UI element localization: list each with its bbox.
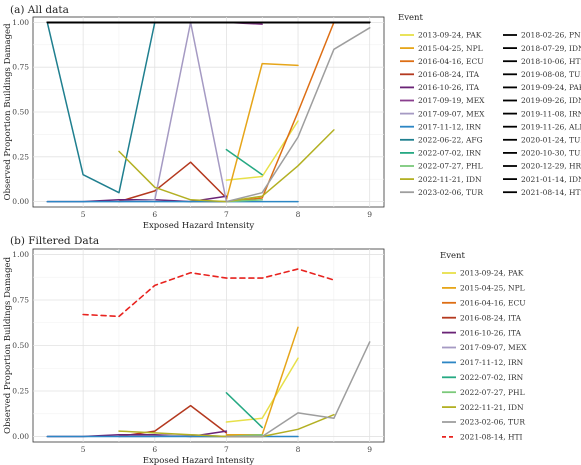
legend-label: 2019-09-24, PAK <box>521 83 581 92</box>
legend-title: Event <box>398 13 424 23</box>
legend-label: 2022-07-27, PHL <box>460 388 525 397</box>
chart-title: (b) Filtered Data <box>10 235 99 247</box>
legend-label: 2022-07-02, IRN <box>460 373 524 382</box>
legend-label: 2017-09-07, MEX <box>418 109 485 118</box>
legend-label: 2017-11-12, IRN <box>460 358 524 367</box>
x-tick-label: 9 <box>367 445 372 454</box>
legend-label: 2022-07-27, PHL <box>418 162 483 171</box>
legend-label: 2019-09-26, IDN <box>521 96 581 105</box>
y-tick-label: 0.50 <box>12 108 29 117</box>
legend-label: 2013-09-24, PAK <box>418 31 482 40</box>
legend-label: 2019-08-08, TUR <box>521 70 581 79</box>
legend-label: 2021-08-14, HTI <box>521 188 581 197</box>
series-line <box>225 357 299 423</box>
legend-label: 2022-06-22, AFG <box>418 136 483 145</box>
series-line <box>225 341 371 438</box>
legend-label: 2021-08-14, HTI <box>460 433 523 442</box>
y-tick-label: 0.50 <box>12 341 29 350</box>
y-tick-label: 1.00 <box>12 18 29 27</box>
legend-label: 2016-08-24, ITA <box>418 70 480 79</box>
series-line <box>82 268 335 318</box>
series-line <box>118 21 228 203</box>
x-tick-label: 8 <box>296 210 301 219</box>
legend-label: 2016-10-26, ITA <box>460 328 522 337</box>
legend-label: 2015-04-25, NPL <box>460 284 525 293</box>
legend-label: 2016-08-24, ITA <box>460 313 522 322</box>
legend-label: 2013-09-24, PAK <box>460 269 524 278</box>
x-tick-label: 6 <box>152 210 157 219</box>
chart-title: (a) All data <box>10 4 69 16</box>
x-tick-label: 8 <box>296 445 301 454</box>
legend-label: 2022-11-21, IDN <box>460 403 524 412</box>
y-tick-label: 0.25 <box>12 387 29 396</box>
series-line <box>225 392 263 429</box>
y-tick-label: 0.75 <box>12 295 29 304</box>
legend-label: 2016-04-16, ECU <box>418 57 484 66</box>
y-tick-label: 0.25 <box>12 152 29 161</box>
legend-label: 2021-01-14, IDN <box>521 175 581 184</box>
x-tick-label: 7 <box>224 445 229 454</box>
y-tick-label: 0.00 <box>12 197 29 206</box>
series-line <box>225 148 263 176</box>
legend-label: 2017-09-19, MEX <box>418 96 485 105</box>
x-tick-label: 7 <box>224 210 229 219</box>
series-line <box>225 62 299 201</box>
legend-label: 2017-11-12, IRN <box>418 122 482 131</box>
legend-label: 2023-02-06, TUR <box>460 418 525 427</box>
legend-label: 2020-12-29, HRV <box>521 162 581 171</box>
legend-label: 2020-10-30, TUR <box>521 149 581 158</box>
legend-label: 2022-07-02, IRN <box>418 149 482 158</box>
series-line <box>118 161 228 203</box>
series-line <box>118 404 228 438</box>
legend-label: 2016-10-26, ITA <box>418 83 480 92</box>
x-axis-label: Exposed Hazard Intensity <box>143 456 255 465</box>
x-axis-label: Exposed Hazard Intensity <box>143 221 255 231</box>
x-tick-label: 5 <box>81 210 86 219</box>
legend-label: 2018-10-06, HTI <box>521 57 581 66</box>
legend-label: 2023-02-06, TUR <box>418 188 483 197</box>
legend-label: 2016-04-16, ECU <box>460 299 526 308</box>
y-tick-label: 0.75 <box>12 63 29 72</box>
legend-label: 2018-07-29, IDN <box>521 44 581 53</box>
legend-label: 2017-09-07, MEX <box>460 343 527 352</box>
series-line <box>225 27 371 203</box>
legend-title: Event <box>440 251 466 261</box>
legend-label: 2020-01-24, TUR <box>521 136 581 145</box>
legend-label: 2018-02-26, PNG <box>521 31 581 40</box>
series-line <box>46 21 156 194</box>
legend-label: 2019-11-08, IRN <box>521 109 581 118</box>
legend-label: 2015-04-25, NPL <box>418 44 483 53</box>
y-axis-label: Observed Proportion Buildings Damaged <box>3 23 13 201</box>
x-tick-label: 5 <box>81 445 86 454</box>
legend-label: 2022-11-21, IDN <box>418 175 482 184</box>
x-tick-label: 9 <box>367 210 372 219</box>
y-axis-label: Observed Proportion Buildings Damaged <box>3 256 13 434</box>
y-tick-label: 0.00 <box>12 432 29 441</box>
x-tick-label: 6 <box>152 445 157 454</box>
legend-label: 2019-11-26, ALB <box>521 122 581 131</box>
y-tick-label: 1.00 <box>12 250 29 259</box>
